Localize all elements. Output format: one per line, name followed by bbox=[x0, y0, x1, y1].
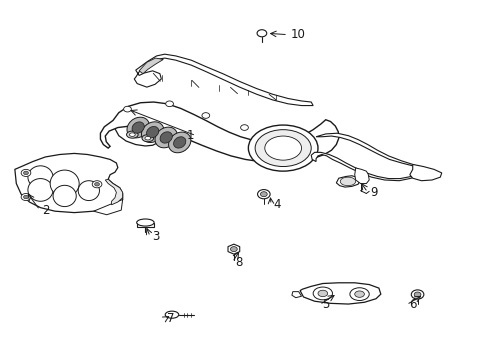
Ellipse shape bbox=[257, 190, 269, 199]
Ellipse shape bbox=[78, 181, 99, 201]
Polygon shape bbox=[336, 176, 359, 187]
Ellipse shape bbox=[354, 291, 364, 297]
Polygon shape bbox=[137, 222, 154, 227]
Ellipse shape bbox=[260, 192, 266, 197]
Ellipse shape bbox=[23, 171, 28, 175]
Polygon shape bbox=[94, 199, 122, 215]
Ellipse shape bbox=[141, 122, 163, 143]
Polygon shape bbox=[134, 54, 312, 105]
Polygon shape bbox=[354, 168, 368, 184]
Ellipse shape bbox=[340, 177, 355, 186]
Ellipse shape bbox=[92, 181, 102, 188]
Ellipse shape bbox=[123, 106, 131, 112]
Ellipse shape bbox=[21, 193, 31, 201]
Polygon shape bbox=[139, 58, 163, 74]
Ellipse shape bbox=[173, 137, 185, 148]
Ellipse shape bbox=[413, 292, 420, 297]
Text: 10: 10 bbox=[290, 28, 305, 41]
Ellipse shape bbox=[202, 113, 209, 118]
Polygon shape bbox=[114, 119, 161, 146]
Text: 4: 4 bbox=[273, 198, 281, 211]
Ellipse shape bbox=[146, 126, 159, 138]
Text: 8: 8 bbox=[234, 256, 242, 269]
Text: 3: 3 bbox=[152, 230, 160, 243]
Polygon shape bbox=[310, 133, 419, 181]
Ellipse shape bbox=[21, 169, 31, 176]
Polygon shape bbox=[291, 292, 301, 298]
Ellipse shape bbox=[142, 135, 153, 142]
Ellipse shape bbox=[137, 219, 154, 226]
Polygon shape bbox=[409, 165, 441, 181]
Ellipse shape bbox=[95, 183, 99, 186]
Ellipse shape bbox=[28, 179, 53, 201]
Ellipse shape bbox=[312, 287, 332, 300]
Ellipse shape bbox=[132, 122, 144, 133]
Ellipse shape bbox=[127, 117, 149, 138]
Polygon shape bbox=[105, 179, 122, 205]
Ellipse shape bbox=[165, 101, 173, 107]
Ellipse shape bbox=[230, 247, 237, 252]
Polygon shape bbox=[227, 244, 239, 254]
Text: 7: 7 bbox=[167, 312, 174, 325]
Ellipse shape bbox=[317, 290, 327, 297]
Polygon shape bbox=[300, 283, 380, 304]
Ellipse shape bbox=[257, 30, 266, 37]
Ellipse shape bbox=[168, 132, 190, 153]
Ellipse shape bbox=[129, 133, 135, 136]
Ellipse shape bbox=[144, 136, 150, 140]
Ellipse shape bbox=[160, 132, 172, 143]
Ellipse shape bbox=[255, 130, 310, 167]
Ellipse shape bbox=[28, 166, 53, 189]
Text: 9: 9 bbox=[369, 186, 377, 199]
Ellipse shape bbox=[264, 136, 301, 160]
Text: 1: 1 bbox=[186, 129, 193, 142]
Ellipse shape bbox=[50, 170, 79, 197]
Text: 5: 5 bbox=[321, 298, 328, 311]
Polygon shape bbox=[15, 153, 122, 213]
Ellipse shape bbox=[240, 125, 248, 130]
Ellipse shape bbox=[165, 311, 179, 318]
Ellipse shape bbox=[155, 127, 177, 148]
Ellipse shape bbox=[23, 195, 28, 199]
Ellipse shape bbox=[410, 290, 423, 299]
Ellipse shape bbox=[248, 125, 317, 171]
Ellipse shape bbox=[126, 131, 138, 138]
Ellipse shape bbox=[53, 185, 76, 207]
Text: 2: 2 bbox=[42, 204, 50, 217]
Polygon shape bbox=[100, 102, 338, 162]
Ellipse shape bbox=[349, 288, 368, 301]
Text: 6: 6 bbox=[408, 298, 415, 311]
